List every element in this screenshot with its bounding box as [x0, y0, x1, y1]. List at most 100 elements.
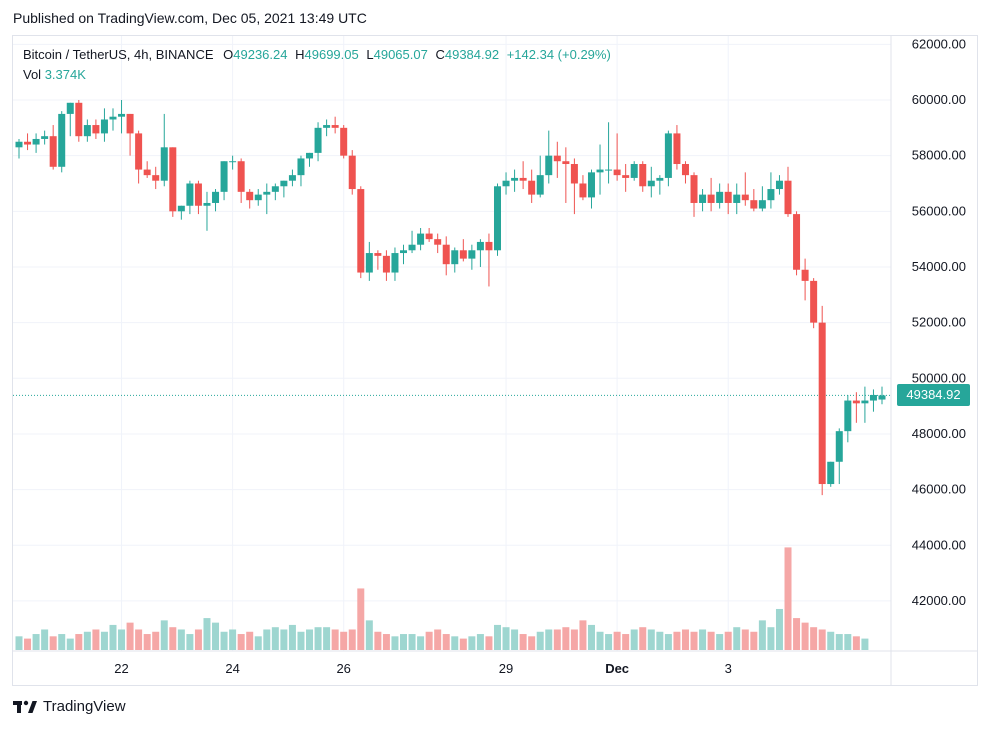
- candle-body: [775, 180, 783, 190]
- candle-body: [681, 164, 689, 176]
- candle-body: [818, 322, 826, 485]
- volume-bar: [784, 547, 792, 650]
- candle-body: [596, 169, 604, 173]
- candle-body: [869, 394, 877, 401]
- candle-body: [340, 127, 348, 156]
- volume-bar: [357, 588, 365, 650]
- candle-body: [109, 116, 117, 120]
- volume-bar: [374, 631, 382, 650]
- candle-body: [425, 233, 433, 240]
- low-value: 49065.07: [373, 47, 428, 62]
- volume-bar: [408, 634, 416, 650]
- volume-bar: [382, 634, 390, 650]
- close-value: 49384.92: [444, 47, 500, 62]
- brand-name: TradingView: [43, 698, 126, 715]
- volume-bar: [92, 629, 100, 650]
- x-tick-label: 3: [725, 661, 732, 676]
- volume-bar: [109, 624, 117, 650]
- x-tick-label: 22: [114, 661, 128, 676]
- candle-body: [844, 400, 852, 432]
- volume-bar: [562, 627, 570, 650]
- volume-bar: [143, 634, 151, 650]
- volume-bar: [861, 638, 869, 650]
- volume-bar: [391, 636, 399, 650]
- candle-body: [220, 161, 228, 192]
- candle-body: [160, 147, 168, 181]
- candle-body: [417, 233, 425, 245]
- volume-bar: [622, 634, 630, 650]
- candle-body: [579, 183, 587, 198]
- candle-body: [152, 175, 160, 181]
- last-price-label: 49384.92: [897, 384, 970, 407]
- candle-body: [331, 125, 339, 128]
- candle-body: [15, 141, 23, 148]
- tradingview-brand[interactable]: TradingView: [13, 698, 126, 715]
- candle-body: [288, 175, 296, 181]
- candle-body: [263, 191, 271, 195]
- candle-body: [32, 138, 40, 145]
- candle-body: [502, 180, 510, 187]
- candle-body: [656, 177, 664, 181]
- candle-body: [203, 202, 211, 206]
- candle-body: [100, 119, 108, 134]
- symbol-title[interactable]: Bitcoin / TetherUS, 4h, BINANCE: [23, 47, 214, 62]
- volume-bar: [160, 620, 168, 650]
- candle-body: [699, 194, 707, 203]
- candle-body: [476, 241, 484, 251]
- volume-bar: [417, 636, 425, 650]
- candle-body: [861, 400, 869, 404]
- volume-bar: [83, 631, 91, 650]
- candle-body: [673, 133, 681, 165]
- candle-body: [143, 169, 151, 176]
- volume-bar: [212, 622, 220, 650]
- volume-bar: [306, 629, 314, 650]
- volume-bar: [673, 631, 681, 650]
- candle-body: [348, 155, 356, 190]
- candle-body: [323, 125, 331, 128]
- volume-bar: [220, 631, 228, 650]
- candle-body: [118, 113, 126, 117]
- volume-bar: [596, 631, 604, 650]
- volume-bar: [400, 634, 408, 650]
- volume-bar: [852, 636, 860, 650]
- candle-body: [66, 102, 74, 114]
- volume-bar: [750, 631, 758, 650]
- y-tick-label: 48000.00: [912, 426, 966, 441]
- y-tick-label: 62000.00: [912, 36, 966, 51]
- candle-body: [835, 431, 843, 462]
- volume-bar: [827, 631, 835, 650]
- volume-bar: [442, 634, 450, 650]
- candle-body: [75, 102, 83, 137]
- volume-bar: [664, 634, 672, 650]
- volume-bar: [775, 608, 783, 650]
- volume-bar: [365, 620, 373, 650]
- volume-bar: [323, 627, 331, 650]
- volume-bar: [519, 634, 527, 650]
- volume-bar: [681, 629, 689, 650]
- volume-bar: [699, 629, 707, 650]
- high-label: H: [295, 47, 305, 62]
- candle-body: [237, 161, 245, 192]
- volume-bar: [15, 636, 23, 650]
- candle-body: [382, 255, 390, 273]
- x-tick-label: 29: [499, 661, 513, 676]
- volume-bar: [810, 627, 818, 650]
- candle-body: [605, 169, 613, 171]
- volume-bar: [280, 629, 288, 650]
- volume-bar: [126, 622, 134, 650]
- candle-body: [570, 164, 578, 184]
- volume-bar: [271, 627, 279, 650]
- volume-bar: [152, 631, 160, 650]
- volume-bar: [100, 631, 108, 650]
- volume-bar: [229, 629, 237, 650]
- candle-body: [306, 152, 314, 159]
- y-tick-label: 54000.00: [912, 259, 966, 274]
- tradingview-logo-icon: [13, 700, 37, 713]
- chart-legend: Bitcoin / TetherUS, 4h, BINANCE O49236.2…: [23, 45, 611, 85]
- volume-bar: [528, 636, 536, 650]
- volume-bar: [545, 629, 553, 650]
- volume-value: 3.374K: [44, 67, 86, 82]
- close-label: C: [435, 47, 445, 62]
- candle-body: [647, 180, 655, 187]
